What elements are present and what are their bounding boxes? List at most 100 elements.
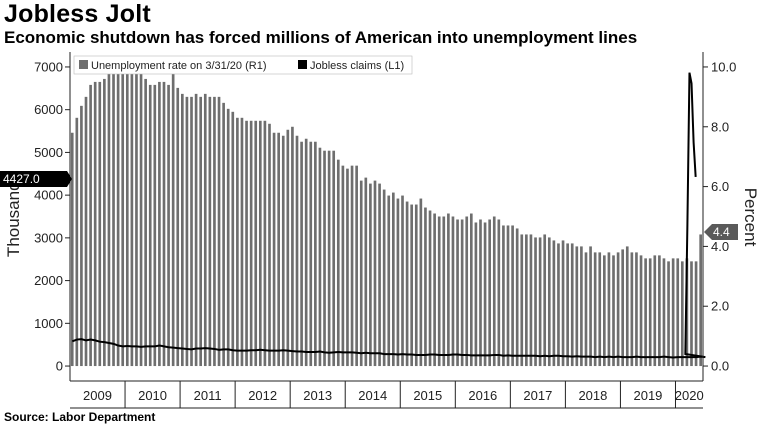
unemployment-bar xyxy=(607,252,611,367)
unemployment-bar xyxy=(176,87,180,367)
unemployment-bar xyxy=(199,96,203,367)
left-tick-label: 2000 xyxy=(34,273,63,288)
right-flag-shape xyxy=(704,224,738,240)
unemployment-bar xyxy=(139,69,143,367)
unemployment-bar xyxy=(80,105,83,367)
right-tick-label: 6.0 xyxy=(711,179,729,194)
unemployment-bar xyxy=(694,261,698,367)
unemployment-bar xyxy=(469,213,473,367)
left-flag-shape xyxy=(0,171,72,187)
x-tick-label: 2017 xyxy=(523,388,552,403)
unemployment-bar xyxy=(272,132,276,367)
right-tick-label: 10.0 xyxy=(711,59,736,74)
unemployment-bar xyxy=(70,132,74,367)
unemployment-bar xyxy=(534,237,537,367)
unemployment-bar xyxy=(589,246,592,367)
unemployment-bar xyxy=(158,81,161,367)
x-tick-label: 2012 xyxy=(248,388,277,403)
legend-label-unemployment: Unemployment rate on 3/31/20 (R1) xyxy=(91,60,266,72)
unemployment-bar xyxy=(98,81,102,367)
unemployment-bar xyxy=(648,258,652,367)
unemployment-bar xyxy=(580,246,583,367)
unemployment-bar xyxy=(566,243,569,367)
unemployment-bar xyxy=(538,237,542,367)
x-tick-label: 2014 xyxy=(358,388,387,403)
unemployment-bar xyxy=(584,252,588,367)
unemployment-bar xyxy=(428,210,432,367)
right-flag-text: 4.4 xyxy=(713,225,730,239)
unemployment-bar xyxy=(254,120,258,367)
unemployment-bar xyxy=(309,141,313,367)
left-tick-label: 7000 xyxy=(34,59,63,74)
unemployment-bar xyxy=(502,225,505,367)
x-tick-label: 2009 xyxy=(83,388,112,403)
chart-title: Jobless Jolt xyxy=(4,0,151,28)
unemployment-bar xyxy=(240,117,244,367)
unemployment-bar xyxy=(194,93,198,367)
unemployment-bar xyxy=(277,132,280,367)
unemployment-bar xyxy=(603,255,606,367)
unemployment-bar xyxy=(492,216,496,367)
unemployment-bar xyxy=(644,258,647,367)
left-tick-label: 6000 xyxy=(34,102,63,117)
unemployment-bar xyxy=(130,72,134,367)
left-tick-label: 5000 xyxy=(34,145,63,160)
x-tick-label: 2011 xyxy=(194,388,222,403)
unemployment-bar xyxy=(401,195,404,367)
unemployment-bar xyxy=(355,165,358,367)
unemployment-bars xyxy=(70,66,702,367)
unemployment-bar xyxy=(547,237,551,367)
unemployment-bar xyxy=(557,243,560,367)
unemployment-bar xyxy=(442,216,446,367)
jobless-claims-spike-line xyxy=(684,72,706,359)
unemployment-bar xyxy=(314,141,317,367)
unemployment-bar xyxy=(658,255,661,367)
unemployment-bar xyxy=(148,84,152,367)
unemployment-bar xyxy=(690,261,693,367)
unemployment-bar xyxy=(327,150,331,367)
unemployment-bar xyxy=(433,213,436,367)
unemployment-bar xyxy=(222,102,225,367)
unemployment-bar xyxy=(231,111,235,367)
right-axis-title: Percent xyxy=(741,188,760,247)
unemployment-bar xyxy=(387,195,391,367)
unemployment-bar xyxy=(121,69,125,367)
left-tick-label: 4000 xyxy=(34,188,63,203)
x-tick-label: 2020 xyxy=(675,388,704,403)
unemployment-bar xyxy=(341,165,345,367)
unemployment-bar xyxy=(511,225,514,367)
unemployment-bar xyxy=(479,219,482,367)
unemployment-bar xyxy=(671,258,675,367)
unemployment-bar xyxy=(89,84,92,367)
legend-label-claims: Jobless claims (L1) xyxy=(310,60,404,72)
left-axis-title: Thousands xyxy=(4,173,23,257)
left-value-flag: 4427.0 xyxy=(0,171,72,187)
unemployment-bar xyxy=(474,222,478,367)
unemployment-bar xyxy=(84,96,88,367)
unemployment-bar xyxy=(488,219,491,367)
unemployment-bar xyxy=(112,66,115,367)
unemployment-bar xyxy=(635,252,638,367)
legend: Unemployment rate on 3/31/20 (R1) Jobles… xyxy=(73,55,413,75)
unemployment-bar xyxy=(676,258,680,367)
x-tick-label: 2018 xyxy=(578,388,607,403)
unemployment-bar xyxy=(373,180,377,367)
unemployment-bar xyxy=(414,204,418,367)
right-tick-label: 8.0 xyxy=(711,119,729,134)
unemployment-bar xyxy=(616,252,620,367)
unemployment-bar xyxy=(483,222,487,367)
unemployment-bar xyxy=(552,240,556,367)
unemployment-bar xyxy=(437,216,441,367)
legend-swatch-unemployment xyxy=(79,60,88,69)
unemployment-bar xyxy=(364,177,368,367)
unemployment-bar xyxy=(460,219,464,367)
left-tick-label: 1000 xyxy=(34,316,63,331)
unemployment-bar xyxy=(300,141,303,367)
unemployment-bar xyxy=(346,168,349,367)
unemployment-bar xyxy=(318,147,322,367)
unemployment-bar xyxy=(497,219,501,367)
unemployment-bar xyxy=(653,255,657,367)
unemployment-bar xyxy=(451,216,455,367)
unemployment-bar xyxy=(598,252,602,367)
unemployment-bar xyxy=(419,198,423,367)
